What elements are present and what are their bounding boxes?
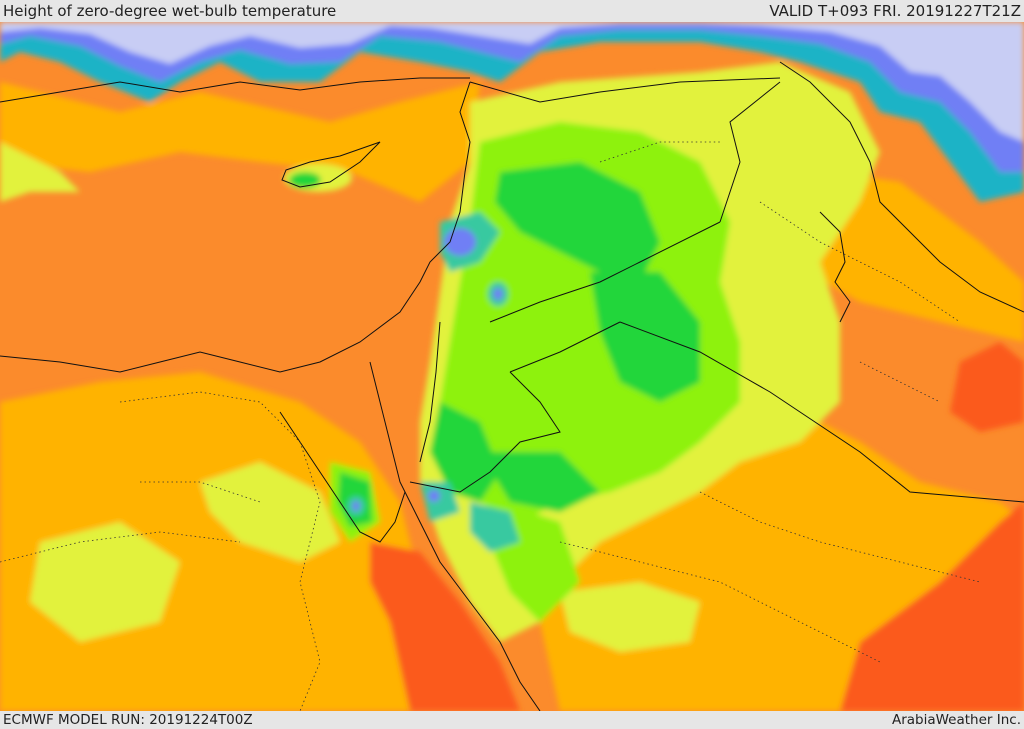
field-layers	[0, 22, 1024, 711]
top-bar: Height of zero-degree wet-bulb temperatu…	[0, 0, 1024, 22]
borders	[409, 77, 1024, 503]
weather-map[interactable]	[0, 22, 1024, 711]
credit: ArabiaWeather Inc.	[891, 712, 1021, 728]
provincial-borders	[0, 141, 981, 711]
model-run: ECMWF MODEL RUN: 20191224T00Z	[3, 712, 253, 728]
map-canvas	[0, 22, 1024, 711]
map-title: Height of zero-degree wet-bulb temperatu…	[3, 2, 337, 20]
valid-time: VALID T+093 FRI. 20191227T21Z	[769, 2, 1021, 20]
coastlines	[0, 61, 1024, 711]
bottom-bar: ECMWF MODEL RUN: 20191224T00Z ArabiaWeat…	[0, 711, 1024, 729]
